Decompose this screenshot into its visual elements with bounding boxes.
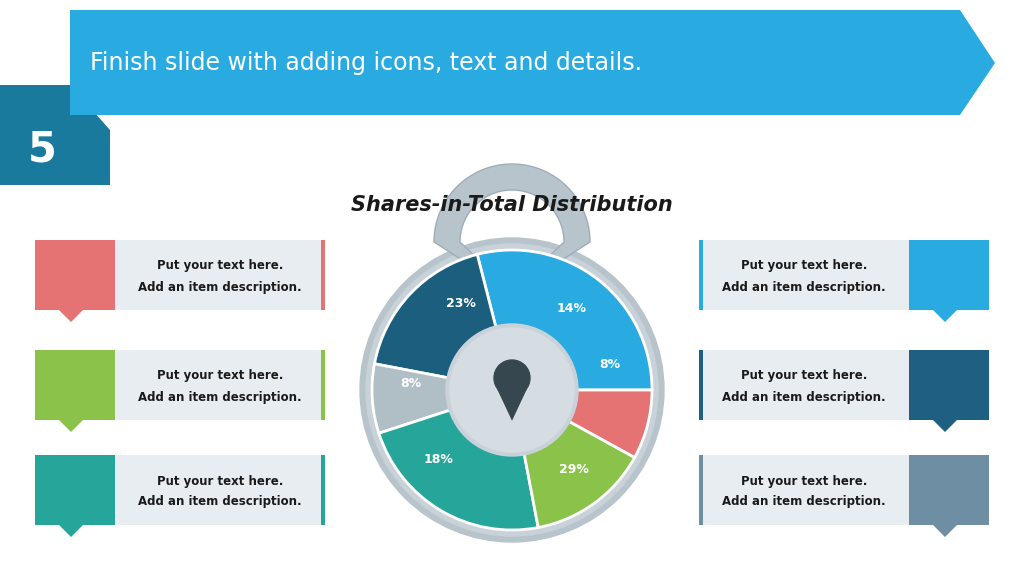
FancyBboxPatch shape xyxy=(699,455,703,525)
FancyBboxPatch shape xyxy=(115,350,325,420)
Text: Finish slide with adding icons, text and details.: Finish slide with adding icons, text and… xyxy=(90,51,642,75)
Circle shape xyxy=(446,324,578,456)
Text: Add an item description.: Add an item description. xyxy=(722,391,886,404)
Text: Add an item description.: Add an item description. xyxy=(138,391,302,404)
Polygon shape xyxy=(933,310,957,322)
Text: Put your text here.: Put your text here. xyxy=(157,260,284,272)
FancyBboxPatch shape xyxy=(321,350,325,420)
FancyBboxPatch shape xyxy=(35,455,115,525)
FancyBboxPatch shape xyxy=(909,350,989,420)
Circle shape xyxy=(366,244,658,536)
Polygon shape xyxy=(70,10,995,115)
Wedge shape xyxy=(477,250,652,390)
Text: Add an item description.: Add an item description. xyxy=(138,495,302,508)
Circle shape xyxy=(360,238,664,542)
Wedge shape xyxy=(523,420,635,528)
Wedge shape xyxy=(566,390,652,458)
Wedge shape xyxy=(379,409,539,530)
FancyBboxPatch shape xyxy=(115,240,325,310)
Text: Add an item description.: Add an item description. xyxy=(138,280,302,293)
FancyBboxPatch shape xyxy=(115,455,325,525)
Text: 29%: 29% xyxy=(559,463,589,476)
FancyBboxPatch shape xyxy=(699,350,703,420)
FancyBboxPatch shape xyxy=(35,350,115,420)
Text: 14%: 14% xyxy=(556,302,587,315)
Polygon shape xyxy=(59,420,83,432)
FancyBboxPatch shape xyxy=(909,455,989,525)
FancyBboxPatch shape xyxy=(321,240,325,310)
Text: Add an item description.: Add an item description. xyxy=(722,280,886,293)
FancyBboxPatch shape xyxy=(699,240,703,310)
Polygon shape xyxy=(59,525,83,537)
FancyBboxPatch shape xyxy=(699,350,909,420)
Polygon shape xyxy=(497,389,527,421)
FancyBboxPatch shape xyxy=(321,455,325,525)
Text: Shares-in-Total Distribution: Shares-in-Total Distribution xyxy=(351,195,673,215)
FancyBboxPatch shape xyxy=(699,455,909,525)
FancyBboxPatch shape xyxy=(699,240,909,310)
Polygon shape xyxy=(0,85,110,185)
Polygon shape xyxy=(434,164,590,342)
FancyBboxPatch shape xyxy=(35,240,115,310)
Text: Put your text here.: Put your text here. xyxy=(740,369,867,382)
Text: 5: 5 xyxy=(28,129,56,171)
Text: 8%: 8% xyxy=(599,359,621,372)
Text: Put your text here.: Put your text here. xyxy=(740,475,867,488)
Text: Put your text here.: Put your text here. xyxy=(740,260,867,272)
Polygon shape xyxy=(59,310,83,322)
FancyBboxPatch shape xyxy=(909,240,989,310)
Text: Add an item description.: Add an item description. xyxy=(722,495,886,508)
Polygon shape xyxy=(933,525,957,537)
Circle shape xyxy=(450,328,574,452)
Text: 18%: 18% xyxy=(424,453,454,466)
Circle shape xyxy=(494,360,530,396)
Text: Put your text here.: Put your text here. xyxy=(157,369,284,382)
Text: Put your text here.: Put your text here. xyxy=(157,475,284,488)
Text: 23%: 23% xyxy=(445,297,475,310)
Wedge shape xyxy=(372,364,453,434)
Wedge shape xyxy=(375,254,497,378)
Text: 8%: 8% xyxy=(400,377,422,390)
Polygon shape xyxy=(933,420,957,432)
